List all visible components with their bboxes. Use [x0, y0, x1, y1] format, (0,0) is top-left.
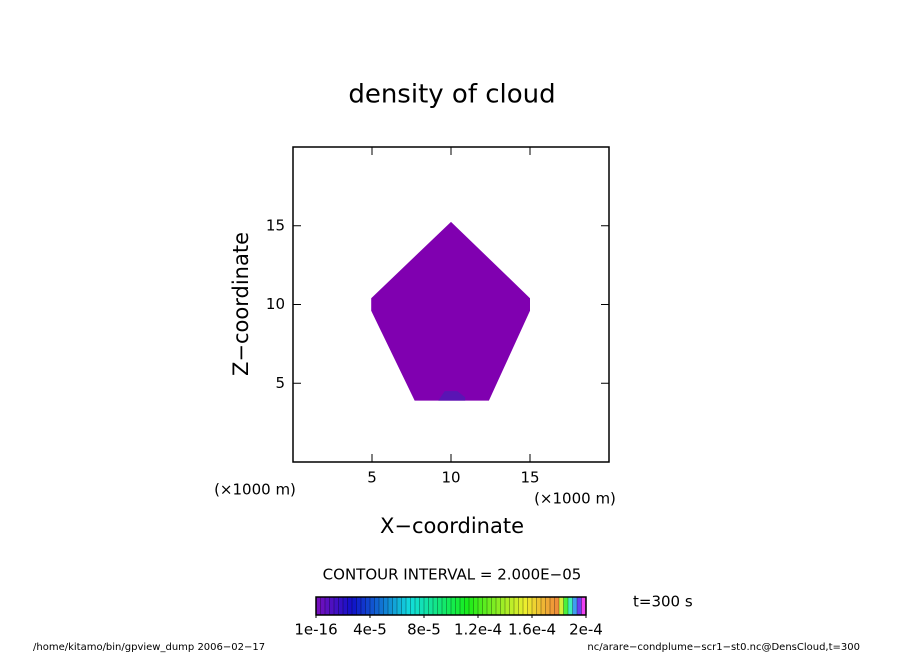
colorbar-cell — [527, 596, 533, 616]
colorbar-cell — [513, 596, 519, 616]
colorbar-cell — [338, 596, 344, 616]
x-tick-label: 10 — [441, 469, 460, 487]
colorbar-cell — [446, 596, 452, 616]
colorbar-cell — [459, 596, 465, 616]
colorbar-cell — [369, 596, 375, 616]
x-unit: (×1000 m) — [534, 490, 616, 508]
colorbar-cell — [531, 596, 537, 616]
colorbar-cell — [558, 596, 564, 616]
colorbar-cell — [441, 596, 447, 616]
colorbar-cell — [504, 596, 510, 616]
colorbar-cell — [432, 596, 438, 616]
colorbar-tick-label: 4e-5 — [353, 621, 387, 639]
colorbar-tick-label: 1.6e-4 — [508, 621, 556, 639]
colorbar-cell — [437, 596, 443, 616]
x-axis-label: X−coordinate — [380, 514, 524, 538]
y-axis-label: Z−coordinate — [229, 232, 253, 376]
footer-right: nc/arare−condplume−scr1−st0.nc@DensCloud… — [587, 642, 860, 653]
x-tick-label: 5 — [367, 469, 377, 487]
colorbar-cell — [477, 596, 483, 616]
colorbar-cell — [518, 596, 524, 616]
contour-region — [371, 221, 530, 401]
colorbar-cell — [387, 596, 393, 616]
colorbar-cell — [428, 596, 434, 616]
colorbar-cell — [455, 596, 461, 616]
colorbar-cell — [324, 596, 330, 616]
time-label: t=300 s — [633, 593, 693, 611]
colorbar-cell — [491, 596, 497, 616]
colorbar-cell — [401, 596, 407, 616]
colorbar-cell — [536, 596, 542, 616]
colorbar-cell — [356, 596, 362, 616]
colorbar-cell — [572, 596, 578, 616]
colorbar-cell — [522, 596, 528, 616]
colorbar-cell — [540, 596, 546, 616]
colorbar-cell — [410, 596, 416, 616]
colorbar-cell — [468, 596, 474, 616]
y-unit: (×1000 m) — [214, 481, 296, 499]
colorbar-cell — [473, 596, 479, 616]
colorbar-tick-label: 1e-16 — [294, 621, 337, 639]
colorbar-cell — [329, 596, 335, 616]
colorbar-cell — [378, 596, 384, 616]
colorbar-cell — [549, 596, 555, 616]
colorbar-cell — [419, 596, 425, 616]
colorbar-cell — [576, 596, 582, 616]
colorbar-cell — [563, 596, 569, 616]
colorbar-cell — [360, 596, 366, 616]
colorbar-cell — [423, 596, 429, 616]
colorbar-tick-label: 1.2e-4 — [454, 621, 502, 639]
colorbar-cell — [392, 596, 398, 616]
colorbar-cell — [450, 596, 456, 616]
colorbar-cell — [414, 596, 420, 616]
colorbar-cell — [333, 596, 339, 616]
colorbar-cell — [374, 596, 380, 616]
contour-interval: CONTOUR INTERVAL = 2.000E−05 — [323, 566, 582, 584]
colorbar-cell — [396, 596, 402, 616]
colorbar-cell — [347, 596, 353, 616]
colorbar-cell — [495, 596, 501, 616]
colorbar-cell — [351, 596, 357, 616]
contour-region — [438, 391, 466, 401]
x-tick-label: 15 — [520, 469, 539, 487]
colorbar-cell — [486, 596, 492, 616]
colorbar-cell — [567, 596, 573, 616]
colorbar-tick-label: 8e-5 — [407, 621, 441, 639]
chart-title: density of cloud — [348, 80, 555, 110]
colorbar-cell — [482, 596, 488, 616]
colorbar-cell — [320, 596, 326, 616]
colorbar-cell — [342, 596, 348, 616]
colorbar-frame — [315, 596, 587, 616]
y-tick-label: 15 — [266, 216, 285, 234]
colorbar-cell — [405, 596, 411, 616]
colorbar-cell — [383, 596, 389, 616]
colorbar-cell — [500, 596, 506, 616]
colorbar-cell — [509, 596, 515, 616]
colorbar-cell — [365, 596, 371, 616]
y-tick-label: 10 — [266, 295, 285, 313]
y-tick-label: 5 — [275, 374, 285, 392]
colorbar-tick-label: 2e-4 — [569, 621, 603, 639]
footer-left: /home/kitamo/bin/gpview_dump 2006−02−17 — [33, 642, 265, 653]
colorbar-cell — [554, 596, 560, 616]
colorbar-cell — [545, 596, 551, 616]
colorbar-cell — [464, 596, 470, 616]
